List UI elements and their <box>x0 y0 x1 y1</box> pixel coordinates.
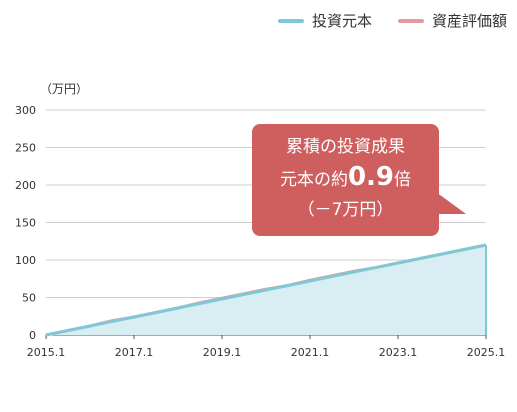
legend-swatch-valuation <box>397 18 424 23</box>
y-tick-label: 100 <box>15 254 36 267</box>
legend-label-valuation: 資産評価額 <box>431 12 507 30</box>
callout-line-3: （－7万円） <box>297 200 394 220</box>
legend-swatch-principal <box>277 18 304 23</box>
x-tick-label: 2019.1 <box>203 346 242 359</box>
legend-item-valuation: 資産評価額 <box>397 10 507 31</box>
legend: 投資元本 資産評価額 <box>277 10 507 31</box>
x-tick-label: 2025.1 <box>467 346 506 359</box>
y-tick-label: 200 <box>15 179 36 192</box>
callout-line-2: 元本の約0.9倍 <box>252 162 439 195</box>
callout-tail <box>436 192 466 214</box>
x-tick-label: 2023.1 <box>379 346 418 359</box>
callout-suffix: 倍 <box>394 170 412 190</box>
y-tick-label: 50 <box>22 292 36 305</box>
callout-multiplier: 0.9 <box>347 162 395 192</box>
y-tick-label: 150 <box>15 217 36 230</box>
callout-prefix: 元本の約 <box>279 170 348 190</box>
legend-label-principal: 投資元本 <box>311 12 372 30</box>
y-unit-label: （万円） <box>40 82 89 96</box>
x-tick-label: 2017.1 <box>115 346 154 359</box>
result-callout: 累積の投資成果 元本の約0.9倍 （－7万円） <box>252 124 439 236</box>
legend-item-principal: 投資元本 <box>277 10 372 31</box>
x-tick-label: 2021.1 <box>291 346 330 359</box>
callout-line-1: 累積の投資成果 <box>286 137 405 157</box>
y-tick-label: 300 <box>15 104 36 117</box>
series-line-principal <box>45 243 487 337</box>
y-tick-label: 0 <box>29 329 36 342</box>
x-tick-label: 2015.1 <box>27 346 66 359</box>
y-tick-label: 250 <box>15 142 36 155</box>
